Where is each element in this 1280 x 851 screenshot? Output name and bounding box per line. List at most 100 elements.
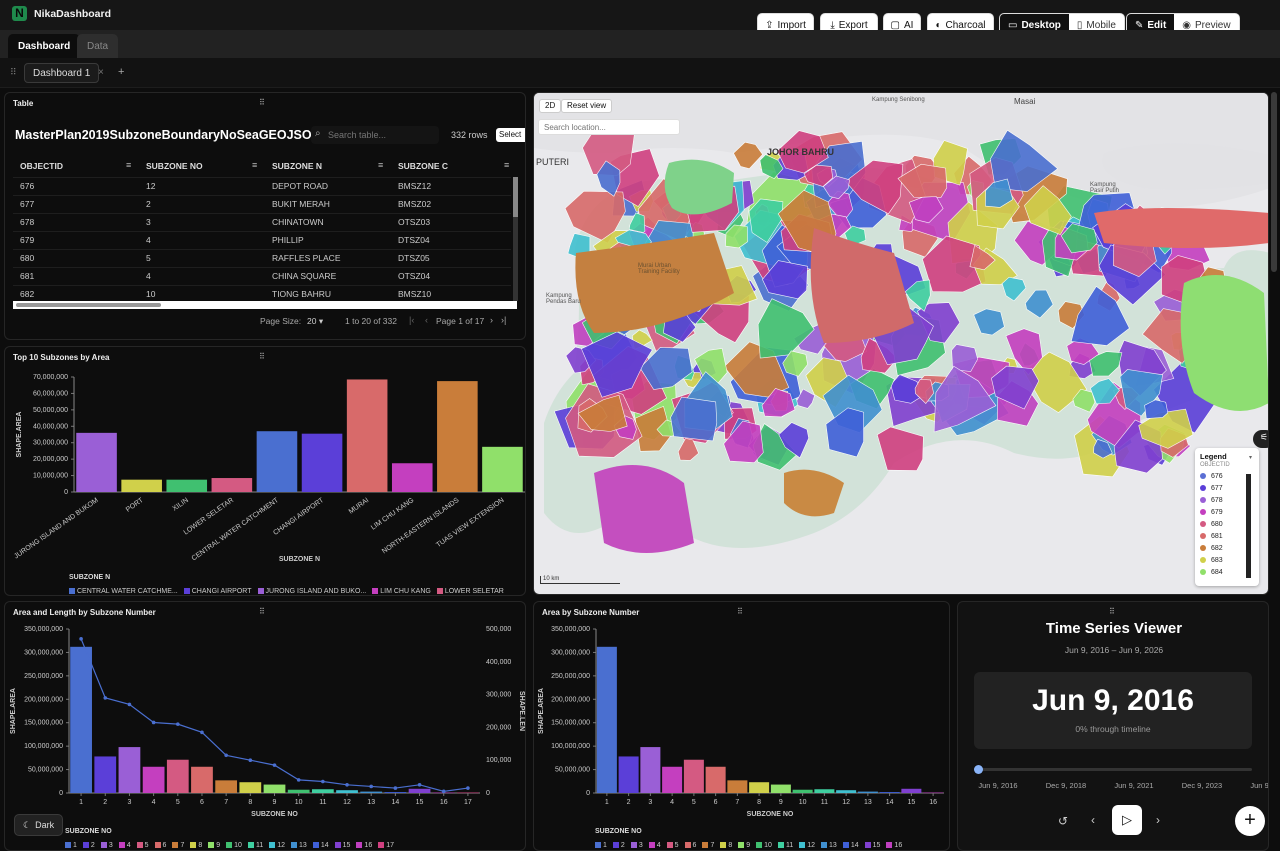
table-row[interactable] (13, 177, 511, 195)
legend-item[interactable]: 10 (756, 842, 772, 849)
legend-item[interactable]: CHANGI AIRPORT (183, 588, 252, 595)
legend-item[interactable]: 11 (777, 842, 793, 849)
layers-icon[interactable]: ⚟ (1253, 430, 1268, 448)
table-row[interactable] (13, 285, 511, 303)
legend-item[interactable]: 14 (842, 842, 859, 849)
legend-item[interactable]: 3 (630, 842, 643, 849)
legend-scrollbar[interactable] (1246, 474, 1251, 578)
next-page-icon[interactable]: › (490, 315, 493, 325)
timeline-slider[interactable] (974, 765, 1252, 774)
legend-item[interactable]: 7 (702, 842, 714, 849)
legend-item[interactable]: 1 (595, 842, 607, 849)
table-row[interactable] (13, 231, 511, 249)
legend-item[interactable]: 6 (684, 842, 696, 849)
legend-item[interactable]: 7 (172, 842, 184, 849)
horizontal-scrollbar[interactable] (13, 301, 517, 309)
legend-item[interactable]: 10 (226, 842, 242, 849)
legend-item[interactable]: LOWER SELETAR (436, 588, 504, 595)
legend-item[interactable]: 16 (886, 842, 902, 849)
filter-icon[interactable]: ≡ (378, 160, 384, 170)
table-row[interactable] (13, 249, 511, 267)
legend-item[interactable]: JURONG ISLAND AND BUKO... (257, 588, 366, 595)
legend-item[interactable]: 676 (1200, 473, 1223, 480)
close-tab-icon[interactable]: × (98, 67, 104, 78)
legend-item[interactable]: 2 (612, 842, 625, 849)
drag-icon[interactable]: ⠿ (737, 607, 743, 616)
legend-item[interactable]: CENTRAL WATER CATCHME... (69, 588, 178, 595)
column-header[interactable]: SUBZONE N (272, 161, 323, 171)
page-scrollbar[interactable] (1271, 92, 1277, 272)
drag-icon[interactable]: ⠿ (1109, 607, 1115, 616)
legend-item[interactable]: 677 (1200, 485, 1223, 492)
column-header[interactable]: OBJECTID (20, 161, 63, 171)
table-row[interactable] (13, 213, 511, 231)
drag-icon[interactable]: ⠿ (259, 352, 265, 361)
prev-page-icon[interactable]: ‹ (425, 315, 428, 325)
legend-item[interactable]: LIM CHU KANG (372, 588, 431, 595)
column-header[interactable]: SUBZONE NO (146, 161, 203, 171)
legend-item[interactable]: 12 (269, 842, 285, 849)
legend-item[interactable]: 1 (65, 842, 77, 849)
dashboard-tab[interactable]: Dashboard 1 (24, 63, 100, 83)
legend-item[interactable]: 679 (1200, 509, 1223, 516)
legend-item[interactable]: 17 (378, 842, 394, 849)
legend-item[interactable]: 5 (136, 842, 149, 849)
column-header[interactable]: SUBZONE C (398, 161, 449, 171)
legend-item[interactable]: 9 (208, 842, 220, 849)
legend-item[interactable]: 680 (1200, 521, 1223, 528)
legend-item[interactable]: 8 (720, 842, 732, 849)
slider-thumb[interactable] (974, 765, 983, 774)
play-button[interactable]: ▷ (1112, 805, 1142, 835)
map-search-input[interactable] (538, 119, 680, 135)
legend-item[interactable]: 684 (1200, 569, 1223, 576)
legend-item[interactable]: 5 (666, 842, 679, 849)
first-page-icon[interactable]: |‹ (409, 315, 415, 325)
search-input[interactable] (328, 128, 433, 142)
filter-icon[interactable]: ≡ (504, 160, 510, 170)
drag-handle-icon[interactable]: ⠿ (10, 67, 17, 77)
legend-item[interactable]: 11 (247, 842, 263, 849)
legend-item[interactable]: 16 (356, 842, 372, 849)
tab-data[interactable]: Data (77, 34, 119, 58)
legend-item[interactable]: 12 (799, 842, 815, 849)
legend-item[interactable]: 14 (312, 842, 329, 849)
legend-item[interactable]: 15 (864, 842, 880, 849)
reset-icon[interactable]: ↺ (1058, 814, 1069, 828)
select-button[interactable]: Select (496, 128, 525, 142)
legend-item[interactable]: 13 (291, 842, 307, 849)
legend-item[interactable]: 2 (82, 842, 95, 849)
dark-mode-toggle[interactable]: ☾ Dark (14, 814, 64, 836)
chevron-down-icon[interactable]: ▾ (1249, 455, 1253, 461)
legend-item[interactable]: 6 (154, 842, 166, 849)
drag-icon[interactable]: ⠿ (259, 607, 265, 616)
drag-icon[interactable]: ⠿ (259, 98, 265, 107)
filter-icon[interactable]: ≡ (252, 160, 258, 170)
legend-item[interactable]: 15 (334, 842, 350, 849)
legend-item[interactable]: 13 (821, 842, 837, 849)
reset-view-button[interactable]: Reset view (561, 99, 613, 113)
legend-item[interactable]: 9 (738, 842, 750, 849)
legend-item[interactable]: 678 (1200, 497, 1223, 504)
step-forward-icon[interactable]: › (1156, 813, 1160, 827)
add-tab-button[interactable]: + (118, 66, 125, 78)
legend-item[interactable]: 681 (1200, 533, 1223, 540)
legend-item[interactable]: 683 (1200, 557, 1223, 564)
legend-item[interactable]: 682 (1200, 545, 1223, 552)
map-canvas[interactable] (534, 93, 1269, 595)
tab-dashboard[interactable]: Dashboard (8, 34, 81, 58)
add-widget-button[interactable]: + (1235, 806, 1265, 836)
table-row[interactable] (13, 195, 511, 213)
map-panel[interactable]: JOHOR BAHRU PUTERI Masai Kampung Senibon… (533, 92, 1269, 595)
legend-item[interactable]: 8 (190, 842, 202, 849)
map-2d-toggle[interactable]: 2D (539, 99, 562, 113)
last-page-icon[interactable]: ›| (501, 315, 507, 325)
table-row[interactable] (13, 267, 511, 285)
legend-item[interactable]: 4 (118, 842, 131, 849)
filter-icon[interactable]: ≡ (126, 160, 132, 170)
step-back-icon[interactable]: ‹ (1091, 813, 1095, 827)
legend-item[interactable]: 3 (100, 842, 113, 849)
table-search[interactable]: ⌕ (311, 126, 439, 144)
legend-item[interactable]: 4 (648, 842, 661, 849)
vertical-scrollbar[interactable] (513, 177, 518, 301)
page-size-select[interactable]: 20 ▾ (307, 316, 323, 327)
